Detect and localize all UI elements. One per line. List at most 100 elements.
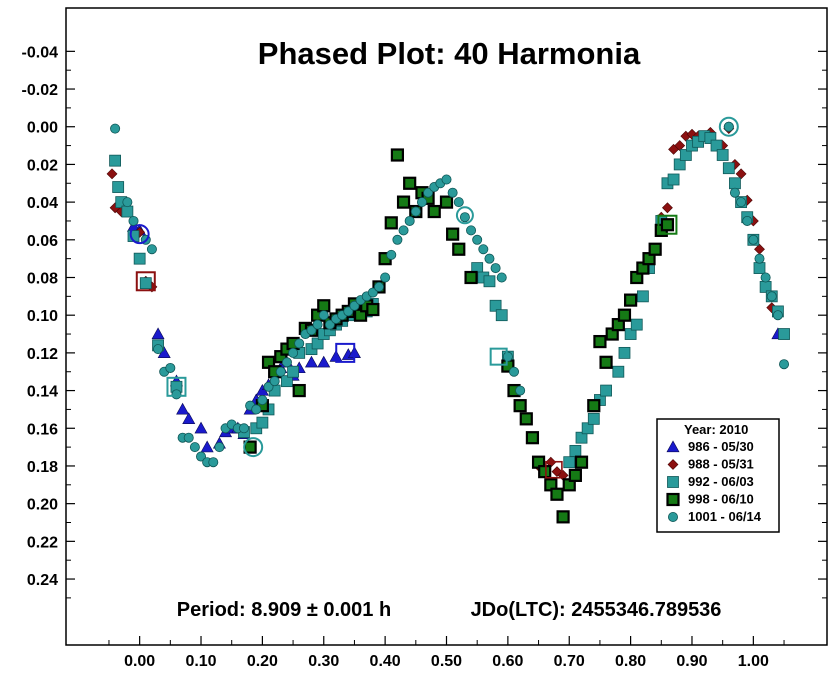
x-tick-label: 0.00: [124, 653, 155, 670]
data-point: [423, 187, 434, 198]
data-point: [139, 277, 152, 290]
data-point: [673, 158, 686, 171]
data-point: [287, 365, 299, 378]
data-point: [386, 249, 397, 260]
data-point: [189, 442, 200, 453]
data-point: [748, 234, 759, 245]
data-point: [742, 215, 753, 226]
data-point: [736, 197, 747, 208]
x-tick-label: 0.70: [554, 653, 585, 670]
data-point: [519, 412, 533, 426]
data-point: [106, 168, 118, 180]
data-point: [318, 310, 329, 321]
series-square-outline: [243, 148, 675, 524]
data-point: [459, 212, 470, 223]
data-point: [183, 432, 194, 443]
axis-ticks: 0.00 0.10 0.20 0.30 0.40 0.50 0.60 0.70 0.80 0.90…: [22, 44, 827, 670]
data-point: [398, 225, 409, 236]
data-point: [257, 394, 268, 405]
data-point: [478, 244, 489, 255]
data-point: [600, 384, 612, 397]
x-tick-label: 0.30: [308, 653, 339, 670]
x-tick-label: 0.20: [247, 653, 278, 670]
epoch-box: [545, 460, 563, 479]
y-tick-label: 0.06: [27, 233, 58, 250]
legend-label: 988 - 05/31: [688, 457, 754, 472]
data-point: [667, 173, 680, 186]
data-point: [496, 272, 507, 283]
data-point: [679, 149, 692, 161]
legend-marker: [667, 459, 679, 470]
legend-marker: [668, 512, 679, 523]
data-point: [194, 421, 208, 434]
data-point: [550, 487, 564, 501]
data-point: [317, 299, 331, 313]
data-point: [453, 197, 464, 208]
data-point: [599, 355, 613, 369]
data-point: [427, 204, 441, 219]
data-point: [568, 468, 582, 482]
data-point: [495, 309, 508, 322]
data-point: [618, 346, 631, 359]
data-point: [200, 440, 214, 453]
x-tick-label: 0.80: [615, 653, 646, 670]
data-point: [624, 293, 638, 307]
data-point: [581, 422, 594, 435]
data-point: [182, 412, 196, 424]
legend-label: 1001 - 06/14: [688, 509, 762, 524]
data-point: [208, 457, 219, 468]
data-point: [569, 444, 582, 457]
legend-box: [656, 418, 780, 533]
data-point: [441, 174, 452, 185]
data-point: [312, 319, 323, 330]
data-point: [754, 253, 765, 264]
y-tick-label: 0.14: [27, 384, 58, 401]
data-point: [574, 455, 589, 469]
data-point: [735, 168, 747, 180]
data-point: [373, 281, 384, 292]
legend-marker: [666, 440, 680, 453]
data-point: [660, 218, 675, 232]
data-point: [612, 365, 625, 378]
data-point: [772, 310, 783, 321]
data-point: [275, 366, 286, 377]
y-tick-label: -0.02: [22, 82, 59, 99]
series-circle: [110, 121, 790, 468]
data-point: [760, 272, 771, 283]
chart-title: Phased Plot: 40 Harmonia: [258, 36, 641, 71]
data-point: [502, 351, 513, 362]
data-point: [263, 381, 274, 392]
data-point: [648, 242, 662, 256]
epoch-ring: [243, 437, 264, 458]
data-point: [452, 242, 466, 256]
data-point: [556, 510, 570, 524]
data-point: [281, 375, 293, 388]
data-point: [563, 456, 576, 469]
y-tick-label: 0.04: [27, 195, 58, 212]
epoch-markers: [129, 116, 739, 479]
data-point: [538, 465, 552, 479]
x-tick-label: 0.90: [676, 653, 707, 670]
epoch-box: [335, 342, 356, 363]
data-point: [380, 272, 391, 283]
data-point: [410, 206, 421, 217]
data-point: [710, 139, 723, 152]
y-tick-label: 0.02: [27, 157, 58, 174]
data-point: [624, 328, 637, 340]
epoch-label: JDo(LTC): 2455346.789536: [471, 599, 722, 621]
legend: Year: 2010 986 - 05/30 988 - 05/31 992 - 0…: [656, 418, 780, 533]
y-tick-label: -0.04: [22, 44, 59, 61]
data-point: [587, 412, 600, 425]
data-point: [349, 300, 360, 311]
data-point: [484, 253, 495, 264]
data-point: [753, 262, 766, 274]
x-tick-label: 0.50: [431, 653, 462, 670]
data-point: [446, 227, 460, 241]
data-point: [630, 318, 643, 331]
legend-label: 998 - 06/10: [688, 492, 754, 507]
data-point: [466, 225, 477, 236]
data-point: [109, 154, 121, 167]
data-point: [722, 162, 735, 175]
epoch-ring: [129, 224, 150, 245]
data-point: [112, 181, 125, 193]
